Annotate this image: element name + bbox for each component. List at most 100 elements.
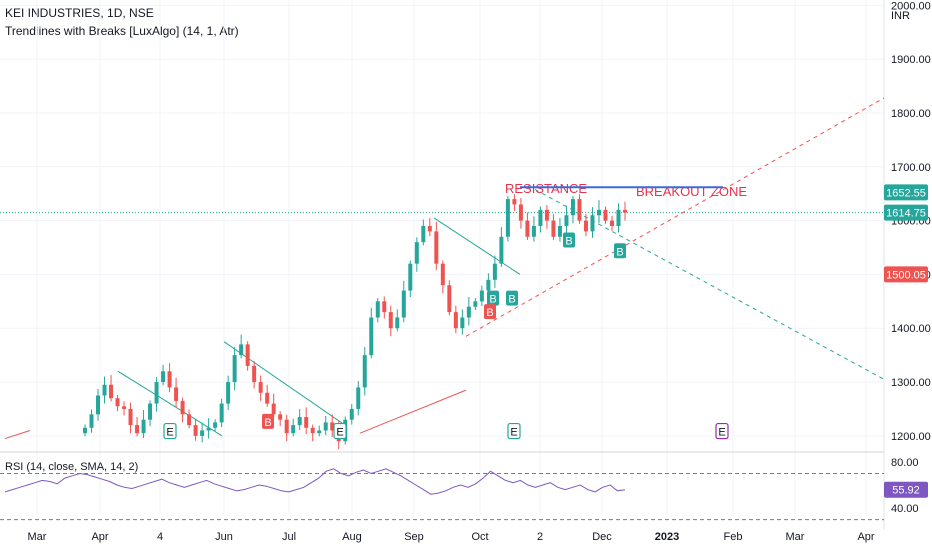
candle-body — [219, 403, 224, 423]
trendlines — [4, 97, 885, 440]
earnings-badge — [163, 422, 177, 440]
currency-label: INR — [891, 10, 910, 22]
break-signal-badge — [262, 413, 274, 429]
candle-body — [564, 215, 569, 226]
candle-body — [349, 408, 354, 420]
candle-body — [395, 317, 400, 329]
candle-body — [596, 209, 601, 216]
indicator-title[interactable]: Trendlines with Breaks [LuxAlgo] (14, 1,… — [5, 24, 239, 38]
down-trendline — [223, 341, 346, 426]
candle-body — [408, 263, 413, 291]
candle-body — [609, 220, 614, 226]
candle-body — [304, 417, 309, 428]
candle-body — [89, 414, 94, 428]
rsi-tick-label: 40.00 — [891, 503, 919, 515]
candle-body — [232, 355, 237, 383]
candle-body — [239, 344, 244, 356]
candle-body — [460, 317, 465, 329]
candle-body — [128, 408, 133, 426]
earnings-badge — [507, 422, 521, 440]
price-tag — [884, 204, 928, 221]
rsi-title[interactable]: RSI (14, close, SMA, 14, 2) — [5, 461, 138, 473]
candle-body — [102, 384, 107, 396]
candle-body — [570, 199, 575, 216]
candle-body — [538, 209, 543, 226]
candle-body — [284, 419, 289, 434]
price-tick-label: 1400.00 — [891, 323, 931, 335]
candle-body — [583, 220, 588, 232]
candle-body — [401, 290, 406, 318]
candle-body — [187, 414, 192, 426]
break-signal-label: B — [486, 307, 493, 319]
candle-body — [122, 406, 127, 409]
candle-body — [356, 387, 361, 409]
candle-body — [252, 365, 257, 383]
annotations: RESISTANCE BREAKOUT ZONE — [505, 181, 747, 199]
price-tick-label: 2000.00 — [891, 0, 931, 12]
candle-body — [577, 199, 582, 221]
price-tag-label: 1652.55 — [886, 187, 926, 199]
candle-body — [200, 430, 205, 436]
rsi-pane: RSI (14, close, SMA, 14, 2) 80.00 40.00 55… — [0, 457, 928, 521]
candle-body — [486, 279, 491, 291]
down-trendline — [433, 217, 521, 275]
time-tick-label: Aug — [342, 531, 362, 543]
rsi-tick-label: 80.00 — [891, 457, 919, 469]
break-signal-badge — [506, 290, 518, 306]
time-tick-label: Mar — [786, 531, 805, 543]
break-signal-label: B — [508, 294, 515, 306]
candle-body — [213, 422, 218, 428]
time-tick-label: Mar — [28, 531, 47, 543]
down-trendline-projection — [527, 185, 885, 380]
candle-body — [297, 417, 302, 426]
candle-body — [135, 425, 140, 434]
candle-body — [154, 382, 159, 404]
candle-body — [479, 290, 484, 302]
candle-body — [330, 422, 335, 431]
candle-body — [278, 414, 283, 420]
symbol-title[interactable]: KEI INDUSTRIES, 1D, NSE — [5, 6, 154, 20]
up-trendline — [359, 389, 467, 434]
candle-body — [291, 425, 296, 434]
candle-body — [83, 427, 87, 434]
candle-body — [434, 231, 439, 264]
price-tag-label: 1500.05 — [886, 269, 926, 281]
candle-body — [161, 371, 166, 383]
time-tick-label: Apr — [91, 531, 108, 543]
candle-body — [531, 226, 536, 237]
earnings-label: E — [718, 427, 725, 439]
candle-body — [226, 382, 231, 404]
price-tick-label: 1200.00 — [891, 431, 931, 443]
price-axis: 2000.001900.001800.001700.001600.001500.… — [891, 0, 931, 442]
candle-body — [421, 226, 426, 243]
candle-body — [148, 403, 153, 420]
earnings-label: E — [336, 427, 343, 439]
breakout-zone-label: BREAKOUT ZONE — [636, 184, 747, 199]
candle-body — [369, 317, 374, 356]
candle-body — [323, 422, 328, 431]
price-tag — [884, 184, 928, 201]
rsi-value-label: 55.92 — [892, 485, 920, 497]
break-signal-label: B — [264, 417, 271, 429]
break-signal-label: B — [616, 246, 623, 258]
time-tick-label: Jul — [282, 531, 296, 543]
break-signal-label: B — [565, 236, 572, 248]
candle-body — [623, 209, 627, 213]
up-trendline — [4, 430, 31, 440]
time-tick-label: Oct — [471, 531, 488, 543]
candle-body — [616, 209, 621, 226]
time-tick-label: Dec — [592, 531, 612, 543]
candle-body — [180, 400, 185, 415]
time-tick-label: 2023 — [655, 531, 679, 543]
candle-body — [141, 419, 146, 434]
candle-body — [258, 382, 263, 393]
candle-body — [115, 398, 120, 407]
candle-body — [245, 344, 250, 366]
down-trendline — [117, 370, 223, 437]
candle-body — [310, 427, 315, 434]
candle-body — [525, 220, 530, 237]
earnings-label: E — [166, 427, 173, 439]
price-tick-label: 1300.00 — [891, 377, 931, 389]
